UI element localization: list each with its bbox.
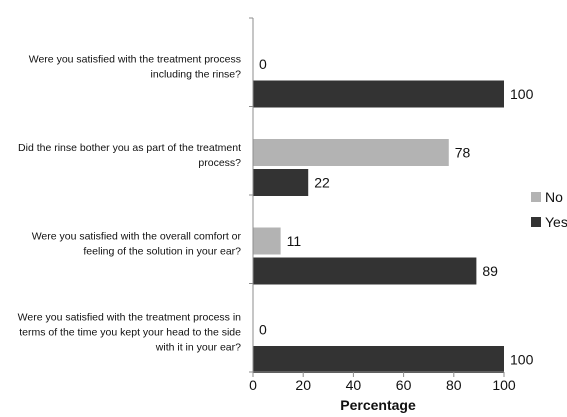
question-label-1-line-1: Were you satisfied with the treatment pr… bbox=[29, 54, 241, 66]
question-label-4-line-1: Were you satisfied with the treatment pr… bbox=[18, 312, 241, 324]
question-label-2-line-1: Did the rinse bother you as part of the … bbox=[18, 142, 241, 154]
data-label-no-4: 0 bbox=[259, 322, 267, 338]
data-label-no-2: 78 bbox=[455, 145, 471, 161]
bar-yes-1 bbox=[253, 80, 504, 108]
data-label-yes-2: 22 bbox=[314, 175, 330, 191]
x-tick-label-80: 80 bbox=[446, 377, 462, 393]
x-tick-label-0: 0 bbox=[249, 377, 257, 393]
question-label-3-line-2: feeling of the solution in your ear? bbox=[83, 246, 241, 258]
x-tick-label-100: 100 bbox=[492, 377, 516, 393]
x-tick-label-20: 20 bbox=[295, 377, 311, 393]
question-label-1-line-2: including the rinse? bbox=[151, 69, 242, 81]
question-label-4-line-3: with it in your ear? bbox=[155, 342, 241, 354]
bar-no-3 bbox=[253, 227, 281, 255]
legend-label-no: No bbox=[545, 189, 563, 205]
data-label-no-1: 0 bbox=[259, 56, 267, 72]
data-label-yes-4: 100 bbox=[510, 352, 534, 368]
question-label-4-line-2: terms of the time you kept your head to … bbox=[19, 327, 241, 339]
data-label-no-3: 11 bbox=[287, 233, 302, 249]
bar-yes-3 bbox=[253, 257, 477, 285]
legend-label-yes: Yes bbox=[545, 214, 567, 230]
bar-yes-2 bbox=[253, 169, 309, 196]
data-label-yes-3: 89 bbox=[482, 263, 498, 279]
legend-swatch-no bbox=[531, 192, 541, 202]
legend-swatch-yes bbox=[531, 217, 541, 227]
question-label-3-line-1: Were you satisfied with the overall comf… bbox=[32, 231, 242, 243]
x-tick-label-60: 60 bbox=[396, 377, 412, 393]
bar-no-2 bbox=[253, 139, 449, 166]
x-axis-title: Percentage bbox=[340, 397, 416, 413]
data-label-yes-1: 100 bbox=[510, 86, 534, 102]
x-tick-label-40: 40 bbox=[346, 377, 362, 393]
question-label-2-line-2: process? bbox=[198, 157, 241, 169]
bar-yes-4 bbox=[253, 346, 504, 373]
